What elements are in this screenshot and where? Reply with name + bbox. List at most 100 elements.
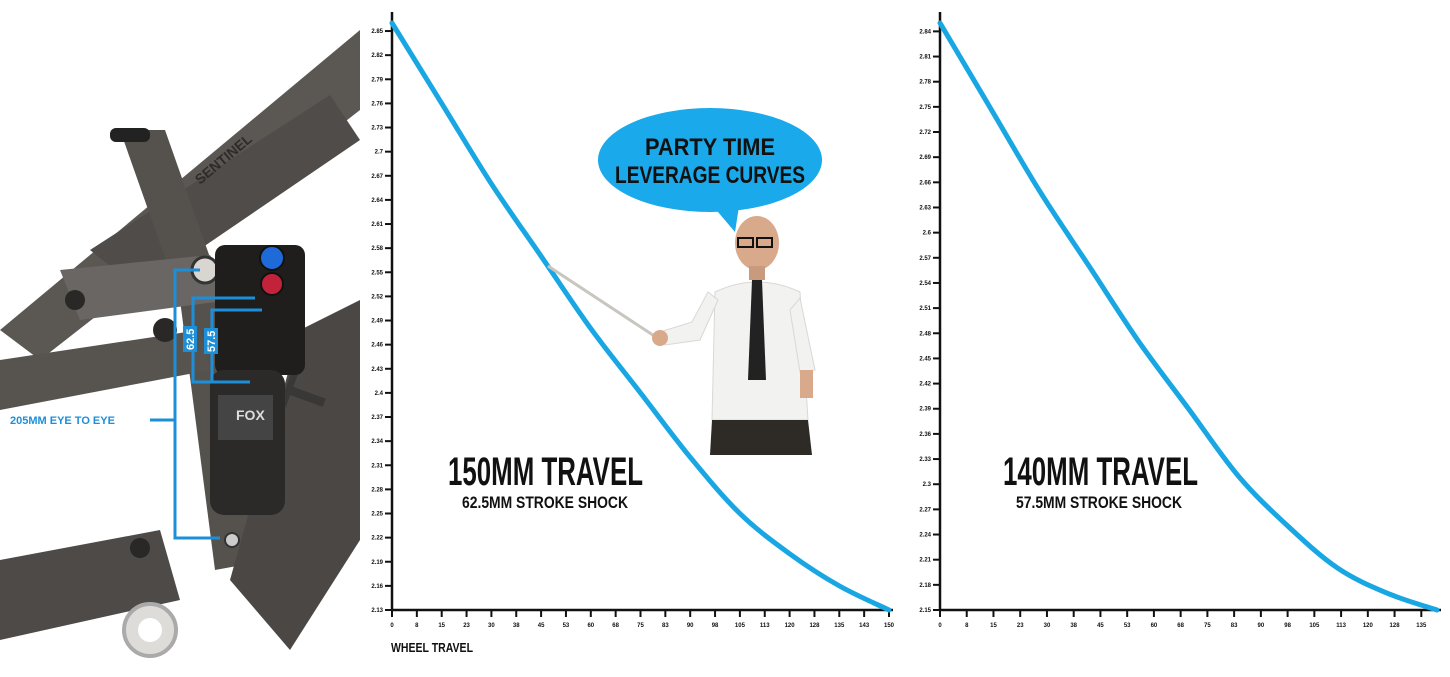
chart-140mm-x-tick-label: 23 — [1017, 623, 1024, 629]
chart-140mm-y-tick-label: 2.6 — [923, 231, 932, 237]
chart-140mm-y-tick-label: 2.72 — [919, 130, 931, 136]
chart-150mm-y-tick-label: 2.58 — [371, 246, 383, 252]
chart-150mm-series-line — [389, 20, 892, 613]
eye-to-eye-label: 205MM EYE TO EYE — [10, 415, 115, 427]
chart-140mm-x-tick-label: 30 — [1044, 623, 1051, 629]
shock-red-knob — [260, 272, 284, 296]
chart-150mm-y-tick-label: 2.76 — [371, 101, 383, 107]
chart-150mm-y-tick-label: 2.52 — [371, 294, 383, 300]
chart-150mm-x-tick-label: 98 — [712, 623, 719, 629]
chart-150mm-y-tick-label: 2.25 — [371, 512, 383, 518]
chart-150mm-y-tick-label: 2.55 — [371, 270, 383, 276]
chart-140mm-y-tick-label: 2.69 — [919, 155, 931, 161]
chart-150mm-x-axis-label: WHEEL TRAVEL — [391, 640, 473, 655]
chart-140mm-y-tick-label: 2.75 — [919, 105, 931, 111]
chart-150mm-y-tick-label: 2.73 — [371, 126, 383, 132]
chart-150mm-x-tick-label: 23 — [463, 623, 470, 629]
chart-140mm-x-tick-label: 98 — [1284, 623, 1291, 629]
chart-140mm-y-tick-label: 2.81 — [919, 55, 931, 61]
chart-140mm-y-tick-label: 2.51 — [919, 306, 931, 312]
chart-140mm-y-tick-label: 2.39 — [919, 407, 931, 413]
bike-frame-photo: SENTINEL T FOX 205MM EYE TO EYE 62.5 57.… — [0, 0, 360, 677]
chart-150mm-subtitle: 62.5MM STROKE SHOCK — [462, 493, 629, 512]
chart-150mm-x-ticks: 0 8 15 23 30 38 45 53 60 68 75 83 90 98 105 113 120 128 13… — [390, 610, 895, 629]
chart-150mm-x-tick-label: 150 — [884, 623, 895, 629]
chart-150mm-x-tick-label: 83 — [662, 623, 669, 629]
chart-150mm-y-tick-label: 2.16 — [371, 584, 383, 590]
chart-140mm-y-tick-label: 2.66 — [919, 180, 931, 186]
chart-140mm-x-tick-label: 83 — [1231, 623, 1238, 629]
chart-150mm-y-tick-label: 2.61 — [371, 222, 383, 228]
chart-150mm-axes — [390, 12, 893, 612]
chart-150mm-y-tick-label: 2.31 — [371, 463, 383, 469]
chart-150mm-y-tick-label: 2.64 — [371, 198, 383, 204]
chart-140mm-x-tick-label: 128 — [1390, 623, 1401, 629]
chart-150mm-x-tick-label: 30 — [488, 623, 495, 629]
chart-150mm-y-tick-label: 2.22 — [371, 536, 383, 542]
chart-140mm-x-tick-label: 0 — [938, 623, 942, 629]
chart-140mm-y-tick-label: 2.48 — [919, 331, 931, 337]
chart-150mm-y-tick-label: 2.85 — [371, 29, 383, 35]
chart-140mm-title: 140MM TRAVEL — [1003, 450, 1198, 494]
chart-140mm-series-line — [937, 20, 1440, 613]
chart-150mm-y-tick-label: 2.49 — [371, 319, 383, 325]
chart-150mm-y-tick-label: 2.13 — [371, 608, 383, 614]
chart-140mm-y-tick-label: 2.24 — [919, 533, 931, 539]
chart-140mm-x-ticks: 0 8 15 23 30 38 45 53 60 68 75 83 90 98 105 113 120 128 13… — [938, 610, 1427, 629]
chart-150mm-x-tick-label: 105 — [735, 623, 746, 629]
chart-150mm-x-tick-label: 45 — [538, 623, 545, 629]
lower-link — [0, 330, 210, 410]
chart-140mm-y-tick-label: 2.33 — [919, 457, 931, 463]
chart-140mm-x-tick-label: 120 — [1363, 623, 1374, 629]
stroke-annotation: 62.5 57.5 — [183, 296, 262, 384]
chart-140mm-x-tick-label: 15 — [990, 623, 997, 629]
chart-150mm-y-tick-label: 2.7 — [375, 150, 384, 156]
chart-150mm-title: 150MM TRAVEL — [448, 450, 643, 494]
eye-to-eye-annotation: 205MM EYE TO EYE — [10, 268, 220, 540]
chart-140mm-y-tick-label: 2.21 — [919, 558, 931, 564]
chart-140mm-y-tick-label: 2.63 — [919, 205, 931, 211]
chart-150mm-y-tick-label: 2.79 — [371, 77, 383, 83]
chart-140mm-x-tick-label: 105 — [1309, 623, 1320, 629]
pivot-mid — [153, 318, 177, 342]
chart-150mm-x-tick-label: 143 — [859, 623, 870, 629]
chart-150mm-x-tick-label: 128 — [809, 623, 820, 629]
chart-140mm-x-tick-label: 75 — [1204, 623, 1211, 629]
chart-150mm-x-tick-label: 135 — [834, 623, 845, 629]
speech-bubble-line2: LEVERAGE CURVES — [615, 162, 805, 189]
chart-150mm-x-tick-label: 60 — [587, 623, 594, 629]
down-tube — [230, 300, 360, 650]
chart-150mm-x-tick-label: 90 — [687, 623, 694, 629]
chart-140mm-y-tick-label: 2.3 — [923, 482, 932, 488]
chart-140mm-y-tick-label: 2.78 — [919, 80, 931, 86]
pivot-left — [65, 290, 85, 310]
chart-140mm-y-tick-label: 2.18 — [919, 583, 931, 589]
chart-140mm-y-tick-label: 2.36 — [919, 432, 931, 438]
teacher-pointing-icon — [547, 216, 816, 455]
chart-150mm-x-tick-label: 75 — [637, 623, 644, 629]
chart-150mm-y-tick-label: 2.4 — [375, 391, 384, 397]
chart-140mm-y-tick-label: 2.42 — [919, 382, 931, 388]
chart-140mm-x-tick-label: 53 — [1124, 623, 1131, 629]
chart-150mm-y-tick-label: 2.37 — [371, 415, 383, 421]
chart-140mm-x-tick-label: 113 — [1336, 623, 1346, 629]
chart-140mm-y-tick-label: 2.54 — [919, 281, 931, 287]
chart-150mm-y-tick-label: 2.19 — [371, 560, 383, 566]
chart-150mm-x-tick-label: 68 — [612, 623, 619, 629]
chart-150mm-y-ticks: 2.85 2.82 2.79 2.76 2.73 2.7 2.67 2.64 2.61 2.58 2… — [371, 29, 392, 614]
chart-150mm-x-tick-label: 8 — [415, 623, 419, 629]
chart-150mm-y-tick-label: 2.67 — [371, 174, 383, 180]
chart-140mm-y-tick-label: 2.15 — [919, 608, 931, 614]
chart-150mm-y-tick-label: 2.46 — [371, 343, 383, 349]
chart-140mm-x-tick-label: 38 — [1070, 623, 1077, 629]
speech-bubble-line1: PARTY TIME — [645, 134, 775, 161]
chart-150mm-x-tick-label: 0 — [390, 623, 394, 629]
chart-140mm-subtitle: 57.5MM STROKE SHOCK — [1016, 493, 1183, 512]
chart-140mm-x-tick-label: 90 — [1258, 623, 1265, 629]
chart-140mm-y-tick-label: 2.27 — [919, 507, 931, 513]
chart-150mm-x-tick-label: 53 — [563, 623, 570, 629]
chart-150mm-x-tick-label: 120 — [785, 623, 796, 629]
